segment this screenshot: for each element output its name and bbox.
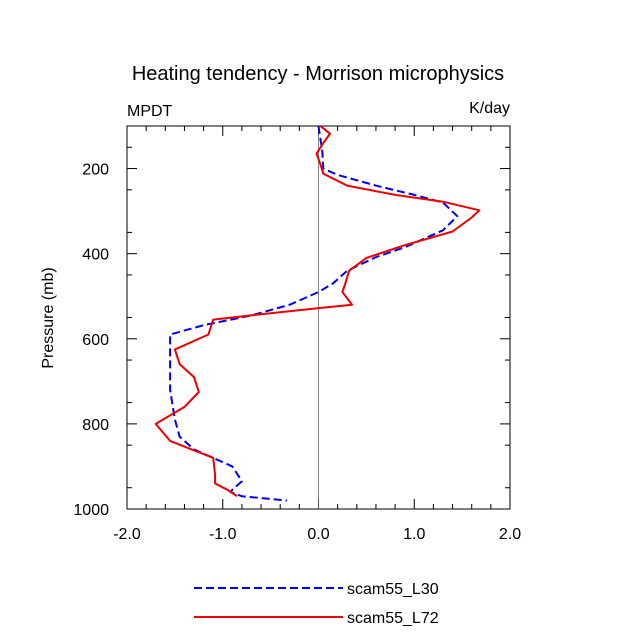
series-line-scam55_L72 (154, 125, 481, 498)
y-tick-label: 400 (82, 247, 109, 264)
x-axis-ticks: -2.0 -1.0 0.0 1.0 2.0 (113, 126, 521, 543)
x-tick-label: -1.0 (209, 526, 237, 543)
y-axis-label: Pressure (mb) (40, 267, 57, 368)
y-axis-ticks: 200 400 600 800 1000 (73, 162, 510, 519)
legend-label: scam55_L72 (347, 610, 439, 627)
x-tick-label: 1.0 (403, 526, 425, 543)
series-line-scam55_L30 (169, 125, 459, 502)
y-tick-label: 800 (82, 417, 109, 434)
units-label: K/day (469, 100, 510, 117)
y-tick-label: 200 (82, 162, 109, 179)
x-tick-label: -2.0 (113, 526, 141, 543)
minor-ticks (127, 126, 510, 509)
x-tick-label: 0.0 (307, 526, 329, 543)
legend-label: scam55_L30 (347, 581, 439, 598)
x-tick-label: 2.0 (499, 526, 521, 543)
y-tick-label: 600 (82, 332, 109, 349)
y-tick-label: 1000 (73, 502, 109, 519)
variable-label: MPDT (127, 103, 173, 120)
series-layer (154, 125, 481, 502)
chart-title: Heating tendency - Morrison microphysics (132, 63, 504, 85)
legend: scam55_L30 scam55_L72 (194, 581, 439, 627)
